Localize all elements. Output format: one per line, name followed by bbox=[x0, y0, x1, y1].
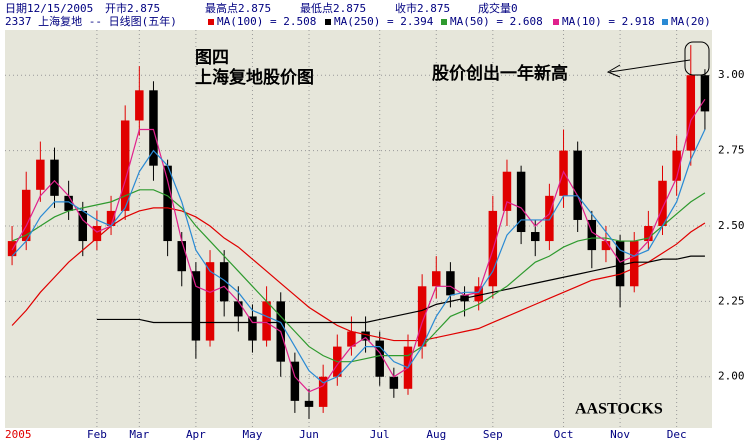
candle-body bbox=[347, 331, 356, 347]
legend-swatch bbox=[553, 19, 559, 25]
candle-body bbox=[545, 195, 554, 242]
legend-label: MA(250) = 2.394 bbox=[334, 15, 434, 28]
candle-body bbox=[262, 301, 271, 341]
candle-body bbox=[601, 241, 611, 251]
candle-body bbox=[120, 120, 130, 211]
candle-body bbox=[149, 90, 158, 166]
x-tick-label: Feb bbox=[87, 428, 107, 441]
y-tick-label: 2.00 bbox=[718, 370, 745, 383]
candle-body bbox=[304, 400, 314, 407]
y-tick-label: 3.00 bbox=[718, 68, 745, 81]
candle-body bbox=[474, 286, 483, 302]
ma-line bbox=[11, 99, 706, 393]
legend-swatch bbox=[662, 19, 668, 25]
candle-body bbox=[516, 171, 526, 233]
x-tick-label: Jul bbox=[370, 428, 390, 441]
x-tick-label: Apr bbox=[186, 428, 206, 441]
ma-line bbox=[11, 189, 706, 363]
x-tick-label: Jun bbox=[299, 428, 319, 441]
legend-label: MA(10) = 2.918 bbox=[562, 15, 655, 28]
x-tick-label: Aug bbox=[426, 428, 446, 441]
x-tick-label: Oct bbox=[554, 428, 574, 441]
x-tick-label: Mar bbox=[129, 428, 149, 441]
header-item: 最高点2.875 bbox=[205, 1, 271, 15]
candle-body bbox=[7, 241, 17, 257]
candle-body bbox=[417, 286, 427, 347]
candle-body bbox=[92, 225, 102, 242]
legend-label: MA(100) = 2.508 bbox=[217, 15, 316, 28]
candle-body bbox=[290, 361, 300, 401]
x-tick-label: Dec bbox=[667, 428, 687, 441]
watermark: AASTOCKS bbox=[575, 401, 663, 418]
candle-body bbox=[672, 150, 681, 181]
candle-body bbox=[191, 271, 201, 341]
legend-swatch bbox=[208, 19, 214, 25]
candle-body bbox=[219, 262, 229, 302]
x-tick-label: Sep bbox=[483, 428, 503, 441]
candle-body bbox=[573, 150, 582, 220]
annotation: 图四 bbox=[195, 48, 229, 67]
ma-line bbox=[11, 207, 706, 342]
y-tick-label: 2.75 bbox=[718, 144, 745, 157]
candle-body bbox=[502, 171, 512, 211]
candle-body bbox=[531, 232, 540, 242]
candle-body bbox=[106, 210, 116, 226]
candle-body bbox=[629, 241, 639, 287]
candle-body bbox=[163, 165, 172, 242]
candle-body bbox=[135, 90, 144, 121]
legend-label: MA(20) bbox=[671, 15, 711, 28]
subtitle: 2337 上海复地 -- 日线图(五年) bbox=[5, 14, 177, 28]
candle-body bbox=[21, 189, 31, 242]
annotation: 股价创出一年新高 bbox=[432, 63, 568, 83]
legend-swatch bbox=[441, 19, 447, 25]
candle-body bbox=[615, 241, 625, 287]
y-tick-label: 2.50 bbox=[718, 219, 745, 232]
legend-swatch bbox=[325, 19, 331, 25]
x-tick-label: 2005 bbox=[5, 428, 32, 441]
header-item: 开市2.875 bbox=[105, 1, 160, 15]
candle-body bbox=[234, 301, 243, 317]
y-tick-label: 2.25 bbox=[718, 294, 745, 307]
candle-body bbox=[50, 159, 59, 196]
candle-body bbox=[64, 195, 73, 211]
candle-body bbox=[686, 75, 696, 151]
candle-body bbox=[36, 159, 45, 190]
candle-body bbox=[361, 331, 370, 341]
candle-body bbox=[78, 210, 88, 242]
highlight-box bbox=[684, 41, 710, 76]
candle-body bbox=[205, 262, 215, 341]
arrow-head bbox=[606, 64, 621, 78]
x-tick-label: Nov bbox=[610, 428, 630, 441]
candle-body bbox=[318, 376, 328, 407]
candle-body bbox=[432, 271, 441, 287]
candle-body bbox=[587, 219, 597, 251]
candle-body bbox=[248, 316, 257, 341]
ma-line bbox=[96, 255, 705, 324]
x-tick-label: May bbox=[243, 428, 263, 441]
candle-body bbox=[658, 180, 667, 226]
candle-body bbox=[644, 225, 653, 242]
header-item: 日期12/15/2005 bbox=[5, 2, 93, 15]
legend-label: MA(50) = 2.608 bbox=[450, 15, 543, 28]
header-item: 收市2.875 bbox=[395, 1, 450, 15]
arrow bbox=[609, 59, 691, 73]
header-item: 成交量0 bbox=[478, 1, 518, 15]
header-item: 最低点2.875 bbox=[300, 2, 366, 15]
candle-body bbox=[700, 75, 710, 112]
ma-line bbox=[11, 129, 706, 384]
candle-body bbox=[375, 340, 384, 377]
candle-body bbox=[177, 241, 186, 272]
annotation: 上海复地股价图 bbox=[195, 67, 314, 87]
candle-body bbox=[446, 271, 455, 296]
candle-body bbox=[389, 376, 399, 389]
